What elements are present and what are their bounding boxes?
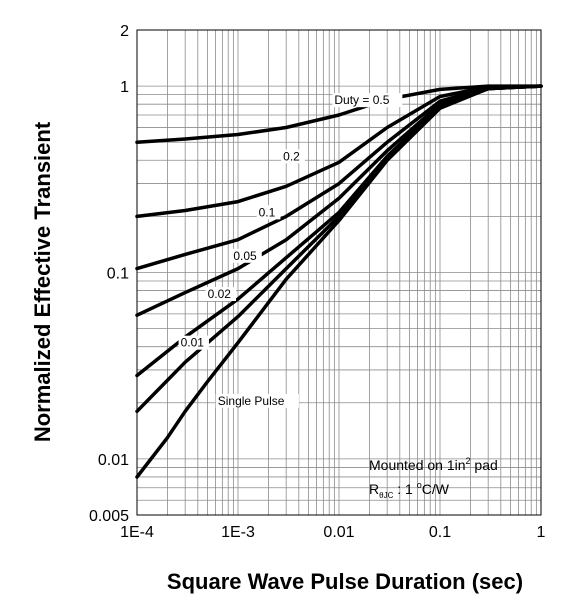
series-line-0-2 [135,84,543,219]
y-tick-label: 0.01 [98,452,129,469]
annotation-box: Mounted on 1in2 pad RθJC : 1 oC/W [369,456,498,500]
y-axis-title: Normalized Effective Transient [30,121,55,442]
curve-label: 0.02 [208,287,232,301]
series-line-duty-0-5 [135,84,543,144]
grid [137,30,541,515]
x-tick-label: 1 [537,524,546,541]
curve-label-bg [231,248,262,263]
y-tick-label: 0.005 [89,508,129,525]
y-tick-label: 1 [120,79,129,96]
series-group [135,84,543,479]
curve-label: Single Pulse [218,394,285,408]
annotation-line-1: Mounted on 1in2 pad [369,456,498,473]
x-tick-label: 1E-4 [120,524,154,541]
x-axis-title: Square Wave Pulse Duration (sec) [167,569,523,594]
curve-label-bg [205,286,236,301]
curve-label: 0.1 [259,205,276,219]
x-tick-label: 0.1 [429,524,451,541]
curve-label-bg [281,149,305,164]
curve-label-bg [332,93,403,108]
curve-labels: Duty = 0.5 0.2 0.1 0.05 0.02 0.01 Single Pulse [178,93,403,408]
curve-label-bg [215,393,299,408]
plot-frame [136,29,542,516]
y-tick-label: 0.1 [107,266,129,283]
y-tick-label: 2 [120,23,129,40]
tick-labels: 1E-4 1E-3 0.01 0.1 1 0.005 0.01 0.1 1 2 [89,23,546,541]
curve-label-bg [256,205,281,220]
series-line-single-pulse [135,84,543,479]
curve-label: 0.05 [233,249,257,263]
curve-label-bg [178,335,209,350]
x-tick-label: 1E-3 [221,524,255,541]
x-tick-label: 0.01 [323,524,354,541]
curve-label: 0.01 [181,336,205,350]
curve-label: 0.2 [283,149,300,163]
annotation-line-2: RθJC : 1 oC/W [369,480,450,500]
curve-label: Duty = 0.5 [334,93,389,107]
